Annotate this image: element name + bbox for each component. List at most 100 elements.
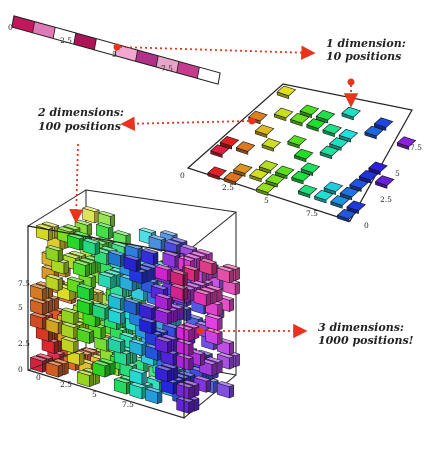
grid-cell (330, 195, 350, 206)
cube-cell-front (119, 362, 133, 378)
cube-x-tick: 5 (92, 390, 97, 399)
cube-cell-side (89, 373, 95, 388)
grid-cell (258, 160, 279, 171)
cube-cell-side (217, 360, 223, 374)
cube-cell-side (53, 297, 59, 311)
cube-cell-side (229, 269, 235, 284)
cube-cell-front (176, 354, 189, 371)
cube-cell-front (154, 366, 168, 383)
cube-cell-front (216, 267, 230, 284)
cube-cell-side (167, 296, 173, 311)
cube-cell-side (178, 306, 184, 321)
cube-cell-side (229, 384, 235, 399)
label-3d-line2: 1000 positions! (318, 334, 414, 347)
grid-cell (306, 118, 326, 129)
cube-cell-side (147, 268, 153, 282)
cube-cell-front (176, 383, 189, 400)
cube-cell-front (92, 361, 106, 378)
cube-cell-side (141, 270, 147, 285)
strip-cell (73, 32, 97, 51)
cube-cell-front (129, 268, 143, 285)
cube-cell-side (100, 325, 106, 340)
grid-cell (373, 117, 394, 128)
cube-cell-side (120, 339, 126, 354)
cube-cell-side (234, 267, 240, 281)
strip-tick-labels: 0 2.5 5 7.5 (8, 23, 173, 73)
grid-cell (235, 141, 256, 152)
cube-x-tick: 7.5 (122, 400, 134, 409)
cube-cell-side (217, 331, 223, 346)
cube-cell-front (67, 234, 80, 251)
cube-cell-side (63, 260, 69, 275)
cube-cell-front (205, 329, 218, 346)
grid-x-tick: 7.5 (306, 209, 318, 218)
cube-cell-front (108, 337, 121, 354)
strip-tick: 0 (8, 23, 13, 32)
cube-cell-front (176, 326, 189, 342)
cube-cell-front (113, 350, 127, 366)
cube-cell-side (57, 363, 63, 378)
cube-cell-side (53, 340, 59, 354)
grid-cell (368, 161, 388, 173)
cube-cell-side (194, 268, 200, 282)
cube-cell-side (211, 290, 217, 305)
grid-cell (232, 163, 253, 174)
cube-cell-side (217, 288, 223, 302)
grid-cell (319, 145, 340, 157)
cube-cell-front (113, 378, 127, 395)
cube-cell-side (205, 379, 211, 393)
label-1d-line1: 1 dimension: (326, 37, 406, 50)
cube-cell-front (170, 285, 184, 301)
grid-cell (300, 162, 321, 174)
cube-cell-front (108, 251, 121, 268)
grid-cell (358, 169, 379, 181)
grid-cell (396, 136, 417, 147)
cube-cell-front (129, 383, 143, 400)
cube-cell-front (30, 285, 43, 301)
grid-tick-labels: 0 2.5 5 7.5 0 2.5 5 7.5 (180, 143, 422, 230)
cube-cell-front (138, 229, 152, 245)
grid-cell (265, 173, 285, 185)
cube-cell-side (151, 320, 157, 335)
strip-cell (196, 66, 221, 85)
cube-cell-front (94, 336, 107, 352)
cube-cell-side (126, 352, 132, 366)
cube-cell-front (30, 357, 43, 373)
cube-cell-side (188, 356, 194, 371)
grid-cell (223, 171, 244, 183)
cube-cell-side (217, 317, 223, 331)
grid-cell (207, 166, 227, 178)
cube-cell-side (211, 362, 217, 377)
cube-cell-front (76, 371, 90, 388)
cube-cell-front (145, 388, 158, 405)
cube-cell-front (154, 337, 168, 354)
cube-cell-side (234, 281, 240, 296)
cube-cell-side (186, 307, 192, 322)
cube-cell-side (110, 361, 116, 376)
grid-cell (338, 128, 359, 140)
cube-cell-side (94, 241, 100, 256)
grid-cell (323, 181, 344, 193)
cube-cell-side (79, 352, 85, 366)
strip-cell (176, 61, 200, 79)
cube-cell-side (89, 287, 95, 301)
cube-cell-side (104, 363, 110, 378)
cube-cell-side (229, 341, 235, 356)
cube-cell-side (194, 383, 200, 398)
cube-cell-side (188, 385, 194, 400)
label-2d-line1: 2 dimensions: (37, 106, 124, 119)
cube-cell-side (229, 355, 235, 370)
arrows (69, 43, 359, 339)
grid-cell (287, 135, 307, 146)
grid-cell (255, 182, 276, 193)
cube-x-tick: 0 (36, 373, 41, 382)
cube-cell-front (129, 340, 143, 357)
cube-cell-side (57, 248, 63, 263)
cube-cell-side (141, 371, 147, 385)
cube-cell-front (176, 398, 189, 414)
cube-cell-side (85, 263, 91, 278)
cube-cell-side (120, 311, 126, 325)
two-d-grid: 0 2.5 5 7.5 0 2.5 5 7.5 (180, 83, 422, 230)
cube-y-tick: 7.5 (18, 279, 30, 288)
cube-cell-side (217, 302, 223, 317)
